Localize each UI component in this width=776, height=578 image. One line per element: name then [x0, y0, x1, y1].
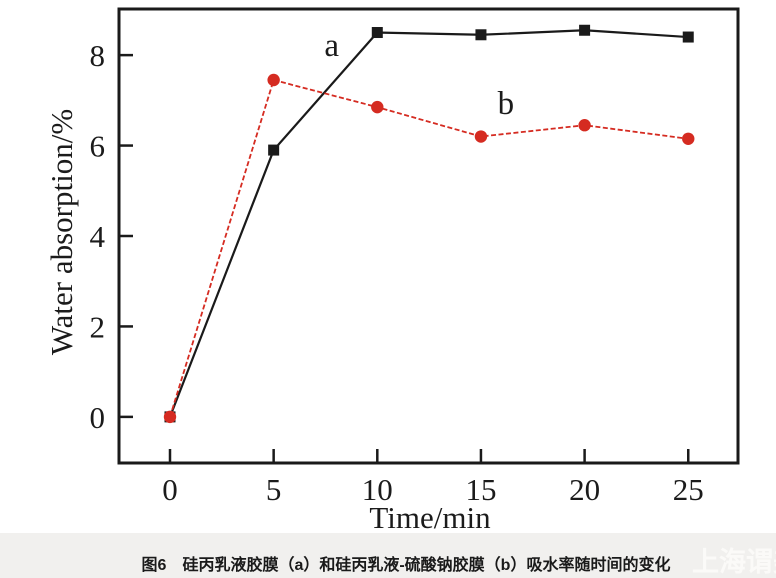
y-axis-ticks [120, 53, 133, 419]
series-annotations: ab [324, 28, 514, 122]
series-a-point [579, 24, 591, 36]
y-tick-label: 8 [90, 38, 106, 73]
x-tick-label: 10 [362, 472, 393, 507]
y-axis-title: Water absorption/% [44, 109, 79, 355]
x-axis-tick-labels: 0 5 10 15 20 25 [162, 472, 704, 507]
series-label-a: a [324, 28, 339, 64]
x-tick-label: 20 [569, 472, 600, 507]
plot-frame [117, 7, 740, 465]
x-tick-label: 25 [673, 472, 704, 507]
series-a-point [371, 27, 383, 39]
series-a-point [475, 29, 487, 41]
y-tick-label: 2 [90, 309, 106, 344]
series-b-point [371, 100, 384, 114]
data-series [163, 24, 695, 424]
series-label-b: b [498, 86, 515, 122]
watermark-text: 上海谓美 [692, 547, 776, 577]
x-axis-title: Time/min [369, 500, 491, 533]
y-axis-tick-labels: 0 2 4 6 8 [90, 38, 106, 435]
series-a-point [268, 144, 280, 156]
series-b-point [578, 119, 591, 132]
series-b-point [267, 73, 280, 87]
series-b-line [169, 78, 689, 418]
caption-strip [0, 533, 776, 578]
series-b-point [163, 410, 177, 424]
y-tick-label: 6 [90, 129, 106, 164]
y-tick-label: 4 [90, 219, 106, 254]
series-b-point [474, 130, 488, 143]
series-a-point [682, 31, 694, 43]
series-b-point [682, 132, 695, 145]
x-axis-ticks [168, 449, 690, 462]
series-a-line [168, 29, 689, 418]
y-tick-label: 0 [90, 400, 106, 435]
x-tick-label: 15 [465, 472, 496, 507]
x-tick-label: 5 [266, 472, 282, 507]
x-tick-label: 0 [162, 472, 178, 507]
figure-caption: 图6 硅丙乳液胶膜（a）和硅丙乳液-硫酸钠胶膜（b）吸水率随时间的变化 [141, 557, 671, 574]
